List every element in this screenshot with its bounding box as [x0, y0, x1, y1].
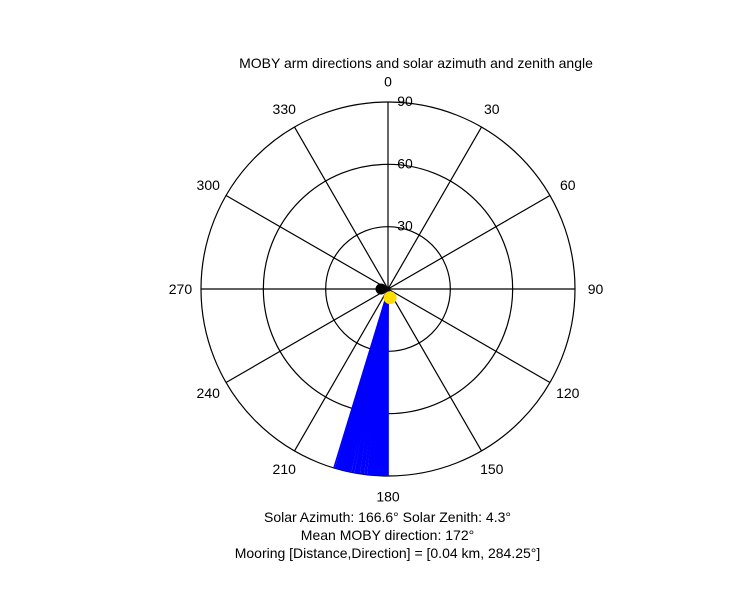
arm-fan-highlight — [404, 429, 409, 477]
angle-tick-label: 0 — [384, 73, 392, 89]
angle-tick-label: 180 — [376, 489, 400, 505]
mean-direction-text: Mean MOBY direction: 172° — [300, 527, 475, 543]
angle-tick-label: 150 — [480, 461, 504, 477]
angle-tick-label: 270 — [169, 281, 193, 297]
radius-tick-label: 30 — [397, 218, 413, 234]
angle-tick-label: 90 — [588, 281, 604, 297]
axis-labels: 0 30 60 90 120 150 180 210 240 270 300 330 30 60 90 — [169, 73, 604, 504]
angle-tick-label: 60 — [560, 177, 576, 193]
angle-tick-label: 240 — [197, 385, 221, 401]
chart-title: MOBY arm directions and solar azimuth an… — [239, 55, 593, 71]
radius-tick-label: 90 — [397, 93, 413, 109]
origin-marker — [375, 283, 387, 295]
arm-direction-lines — [333, 290, 409, 477]
arm-direction-line — [333, 290, 389, 469]
radius-tick-label: 60 — [397, 155, 413, 171]
spoke-line — [293, 126, 483, 452]
angle-tick-label: 210 — [273, 461, 297, 477]
sun-marker — [383, 291, 397, 305]
angle-tick-label: 300 — [197, 177, 221, 193]
solar-angles-text: Solar Azimuth: 166.6° Solar Zenith: 4.3° — [264, 509, 511, 525]
markers — [375, 283, 397, 305]
angle-tick-label: 330 — [273, 101, 297, 117]
angle-tick-label: 30 — [484, 101, 500, 117]
angle-tick-label: 120 — [556, 385, 580, 401]
mooring-text: Mooring [Distance,Direction] = [0.04 km,… — [234, 545, 541, 561]
